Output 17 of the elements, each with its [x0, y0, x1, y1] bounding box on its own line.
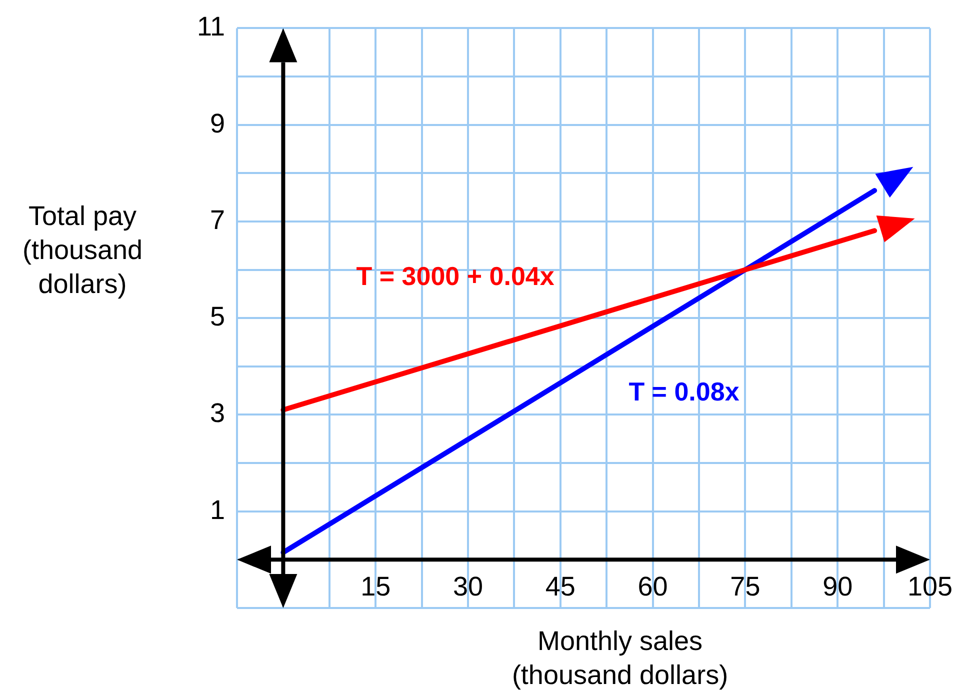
x-tick-label: 15: [360, 571, 391, 602]
y-tick-label: 7: [210, 204, 225, 235]
y-tick-label: 11: [196, 12, 225, 42]
annotation: T = 0.08x: [628, 376, 740, 406]
y-tick-label: 3: [210, 398, 225, 428]
y-tick-label: 9: [210, 108, 225, 138]
x-tick-label: 30: [452, 571, 484, 602]
x-tick-label: 60: [638, 571, 668, 602]
x-axis-title: Monthly sales (thousand dollars): [510, 625, 730, 692]
x-tick-label: 45: [545, 571, 576, 602]
x-tick-label: 90: [822, 571, 853, 602]
x-tick-label: 75: [730, 571, 760, 602]
annotation: T = 3000 + 0.04x: [356, 260, 555, 291]
y-tick-label: 5: [210, 302, 225, 332]
y-axis-title: Total pay (thousand dollars): [21, 200, 144, 301]
y-tick-label: 1: [210, 494, 225, 525]
x-tick-label: 105: [907, 571, 953, 602]
